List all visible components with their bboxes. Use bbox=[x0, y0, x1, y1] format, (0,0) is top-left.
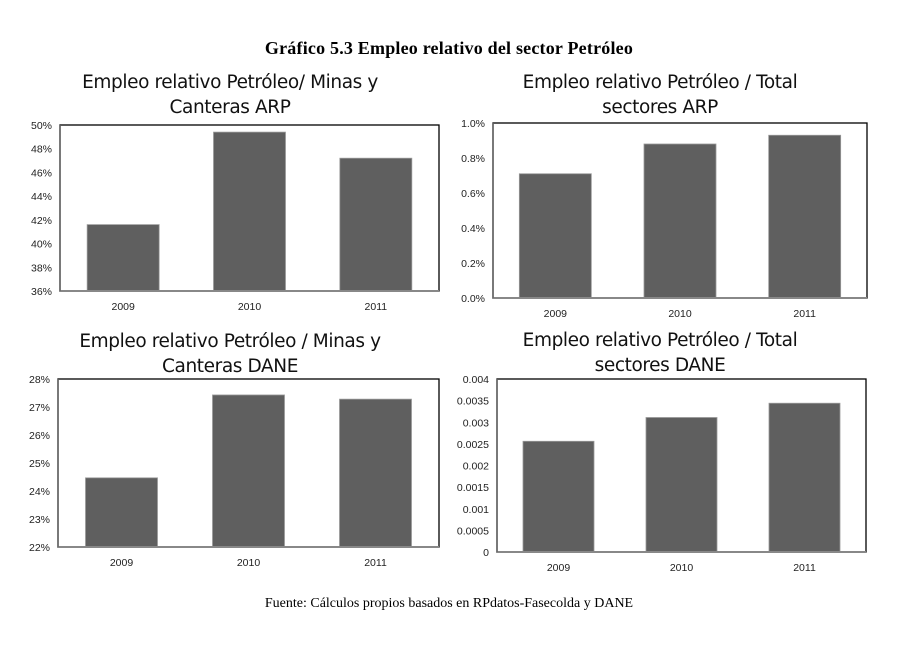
x-tick-label: 2010 bbox=[237, 557, 261, 569]
bar-2010 bbox=[213, 131, 286, 292]
chart-4: 0 0.0005 0.001 0.0015 0.002 0.0025 0.003 0.0035… bbox=[457, 374, 867, 574]
bar-2011 bbox=[339, 157, 413, 292]
chart-4-title-line-2: sectores DANE bbox=[594, 355, 726, 376]
chart-1-title: Empleo relativo Petróleo/ Minas y Canter… bbox=[40, 70, 420, 120]
y-tick-label: 46% bbox=[31, 167, 52, 179]
x-tick-label: 2011 bbox=[793, 308, 816, 320]
chart-4-title: Empleo relativo Petróleo / Total sectore… bbox=[470, 328, 850, 378]
chart-1-title-line-1: Empleo relativo Petróleo/ Minas y bbox=[82, 72, 378, 93]
y-tick-label: 36% bbox=[31, 286, 52, 298]
y-tick-label: 0.001 bbox=[463, 504, 489, 516]
chart-2-title: Empleo relativo Petróleo / Total sectore… bbox=[470, 70, 850, 120]
y-tick-label: 0.0025 bbox=[457, 439, 489, 451]
y-tick-label: 0.002 bbox=[463, 461, 489, 473]
x-tick-label: 2010 bbox=[238, 301, 262, 313]
y-tick-label: 0.0% bbox=[461, 293, 485, 305]
x-tick-label: 2009 bbox=[547, 562, 571, 574]
y-tick-label: 0.0005 bbox=[457, 525, 489, 537]
chart-1-title-line-2: Canteras ARP bbox=[169, 97, 291, 118]
y-tick-label: 0.0015 bbox=[457, 482, 489, 494]
y-tick-label: 0.0035 bbox=[457, 396, 489, 408]
y-tick-label: 27% bbox=[29, 402, 50, 414]
chart-2: 0.0% 0.2% 0.4% 0.6% 0.8% 1.0% 2009 2010 2011 bbox=[461, 118, 868, 320]
y-tick-label: 1.0% bbox=[461, 118, 485, 130]
y-tick-label: 22% bbox=[29, 542, 50, 554]
chart-3-title: Empleo relativo Petróleo / Minas y Cante… bbox=[40, 329, 420, 379]
y-tick-label: 0 bbox=[483, 547, 489, 559]
y-tick-label: 26% bbox=[29, 430, 50, 442]
y-tick-label: 24% bbox=[29, 486, 50, 498]
y-tick-label: 50% bbox=[31, 120, 52, 132]
chart-3-title-line-1: Empleo relativo Petróleo / Minas y bbox=[79, 331, 381, 352]
y-tick-label: 0.2% bbox=[461, 258, 485, 270]
bar-2009 bbox=[518, 173, 592, 299]
chart-4-title-line-1: Empleo relativo Petróleo / Total bbox=[522, 330, 798, 351]
chart-2-title-line-2: sectores ARP bbox=[602, 97, 718, 118]
chart-3: 22% 23% 24% 25% 26% 27% 28% 2009 2010 2011 bbox=[29, 374, 440, 569]
x-tick-label: 2010 bbox=[668, 308, 692, 320]
bar-2011 bbox=[768, 134, 842, 299]
y-tick-label: 0.003 bbox=[463, 417, 489, 429]
y-tick-label: 38% bbox=[31, 262, 52, 274]
y-tick-label: 0.8% bbox=[461, 153, 485, 165]
x-tick-label: 2011 bbox=[793, 562, 816, 574]
x-tick-label: 2011 bbox=[365, 301, 388, 313]
x-tick-label: 2011 bbox=[364, 557, 387, 569]
chart-1: 36% 38% 40% 42% 44% 46% 48% 50% 2009 2010 2011 bbox=[31, 120, 440, 313]
bar-2009 bbox=[86, 224, 160, 292]
y-tick-label: 48% bbox=[31, 144, 52, 156]
x-tick-label: 2009 bbox=[111, 301, 135, 313]
bar-2011 bbox=[768, 402, 841, 553]
y-tick-label: 44% bbox=[31, 191, 52, 203]
bar-2010 bbox=[212, 394, 285, 548]
y-tick-label: 25% bbox=[29, 458, 50, 470]
bar-2010 bbox=[645, 417, 718, 553]
y-tick-label: 0.4% bbox=[461, 223, 485, 235]
figure-title: Gráfico 5.3 Empleo relativo del sector P… bbox=[264, 38, 634, 58]
y-tick-label: 23% bbox=[29, 514, 50, 526]
x-tick-label: 2009 bbox=[110, 557, 134, 569]
y-tick-label: 42% bbox=[31, 215, 52, 227]
bar-2009 bbox=[522, 440, 595, 553]
bar-2009 bbox=[85, 477, 158, 548]
bar-2010 bbox=[643, 143, 717, 299]
chart-2-title-line-1: Empleo relativo Petróleo / Total bbox=[522, 72, 798, 93]
x-tick-label: 2009 bbox=[544, 308, 568, 320]
bar-2011 bbox=[339, 398, 412, 548]
y-tick-label: 28% bbox=[29, 374, 50, 386]
source-note: Fuente: Cálculos propios basados en RPda… bbox=[264, 596, 634, 611]
y-tick-label: 40% bbox=[31, 239, 52, 251]
y-tick-label: 0.6% bbox=[461, 188, 485, 200]
y-tick-label: 0.004 bbox=[463, 374, 489, 386]
chart-3-title-line-2: Canteras DANE bbox=[162, 356, 298, 377]
x-tick-label: 2010 bbox=[670, 562, 694, 574]
